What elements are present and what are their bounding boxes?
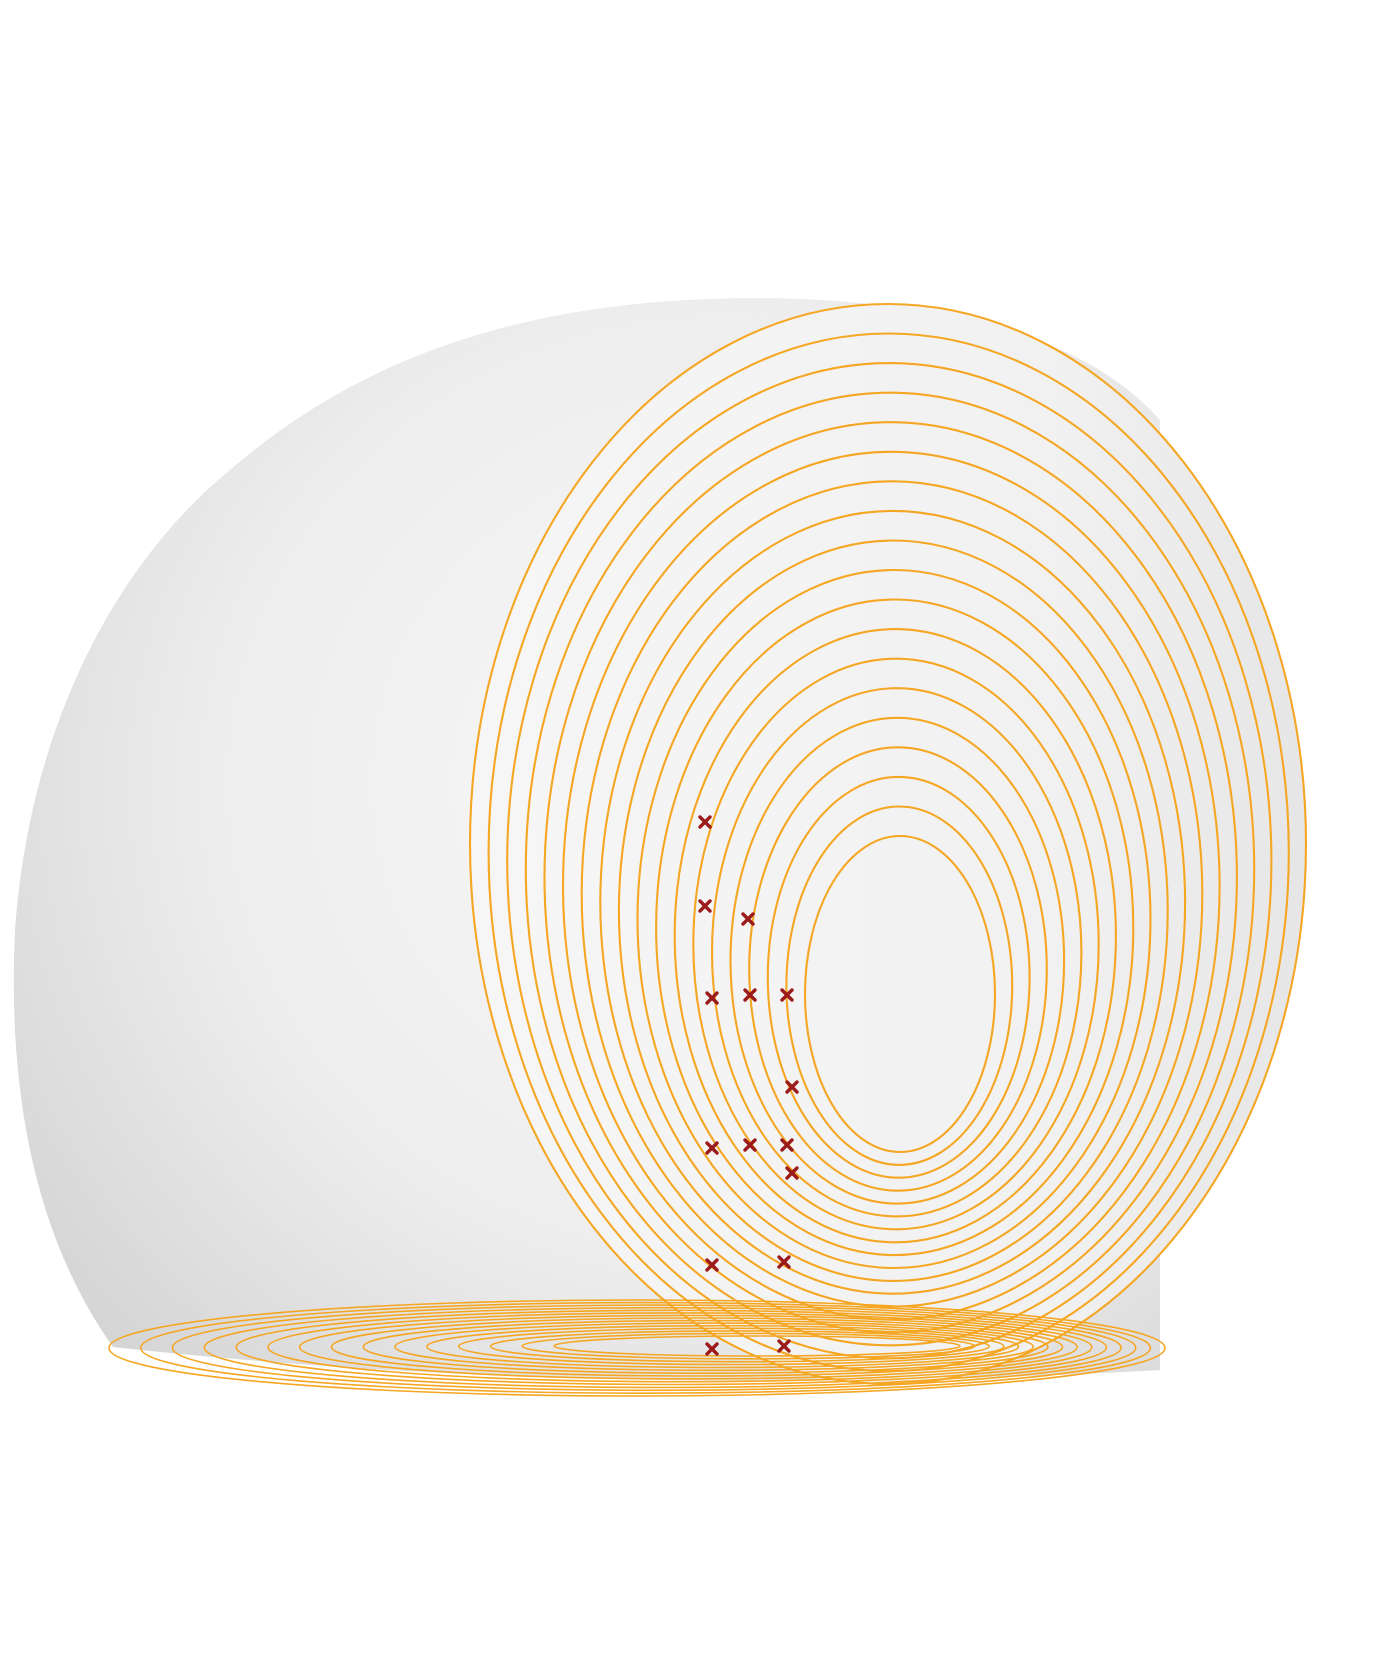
- base-contour-ring: [267, 1312, 1093, 1383]
- contour-ring: [785, 805, 1014, 1166]
- reference-line-top: [0, 203, 1391, 280]
- node-cross-marker-icon[interactable]: [698, 899, 712, 913]
- base-contour-ring: [171, 1304, 1137, 1392]
- contour-ring: [524, 391, 1256, 1347]
- node-cross-marker-icon[interactable]: [785, 1080, 799, 1094]
- base-contour-ring: [330, 1317, 1064, 1377]
- node-markers: [698, 815, 799, 1356]
- base-contour-ring: [108, 1299, 1166, 1397]
- node-cross-marker-icon[interactable]: [785, 1166, 799, 1180]
- contour-ring: [599, 509, 1187, 1295]
- base-contour-ring: [489, 1330, 991, 1363]
- contour-ring: [468, 302, 1308, 1386]
- contour-ring: [655, 598, 1135, 1257]
- contour-ring: [692, 657, 1100, 1231]
- contour-ring: [617, 539, 1169, 1282]
- node-cross-marker-icon[interactable]: [705, 1342, 719, 1356]
- base-contour-ring: [553, 1335, 961, 1357]
- contour-ring: [636, 568, 1152, 1270]
- base-contour-ring: [457, 1327, 1005, 1366]
- contour-ring: [580, 480, 1204, 1308]
- node-cross-marker-icon[interactable]: [705, 1141, 719, 1155]
- node-cross-marker-icon[interactable]: [705, 1258, 719, 1272]
- base-contour-ring: [139, 1301, 1152, 1394]
- contour-ring: [729, 716, 1066, 1205]
- reference-line-bottom: [0, 1597, 1391, 1670]
- contour-ring: [710, 687, 1083, 1218]
- base-contour-ring: [362, 1319, 1049, 1374]
- base-contour-ring: [426, 1324, 1020, 1369]
- node-cross-marker-icon[interactable]: [743, 1138, 757, 1152]
- base-contour-ring: [298, 1314, 1078, 1380]
- contour-ring: [766, 775, 1031, 1179]
- node-cross-marker-icon[interactable]: [777, 1339, 791, 1353]
- node-cross-marker-icon[interactable]: [698, 815, 712, 829]
- base-contour-ring: [394, 1322, 1034, 1372]
- contour-ring: [673, 628, 1117, 1244]
- node-cross-marker-icon[interactable]: [777, 1255, 791, 1269]
- node-cross-marker-icon[interactable]: [780, 988, 794, 1002]
- node-cross-marker-icon[interactable]: [780, 1138, 794, 1152]
- node-cross-marker-icon[interactable]: [705, 991, 719, 1005]
- front-face-contours: [468, 302, 1308, 1386]
- node-cross-marker-icon[interactable]: [743, 988, 757, 1002]
- node-cross-marker-icon[interactable]: [741, 912, 755, 926]
- base-contour-ring: [521, 1332, 976, 1360]
- base-contour-ring: [203, 1306, 1122, 1389]
- contour-ring: [803, 834, 997, 1154]
- base-contour-ring: [235, 1309, 1108, 1386]
- base-contours: [108, 1299, 1166, 1397]
- dome-front-face[interactable]: [470, 304, 1306, 1384]
- contour-ring: [748, 746, 1048, 1192]
